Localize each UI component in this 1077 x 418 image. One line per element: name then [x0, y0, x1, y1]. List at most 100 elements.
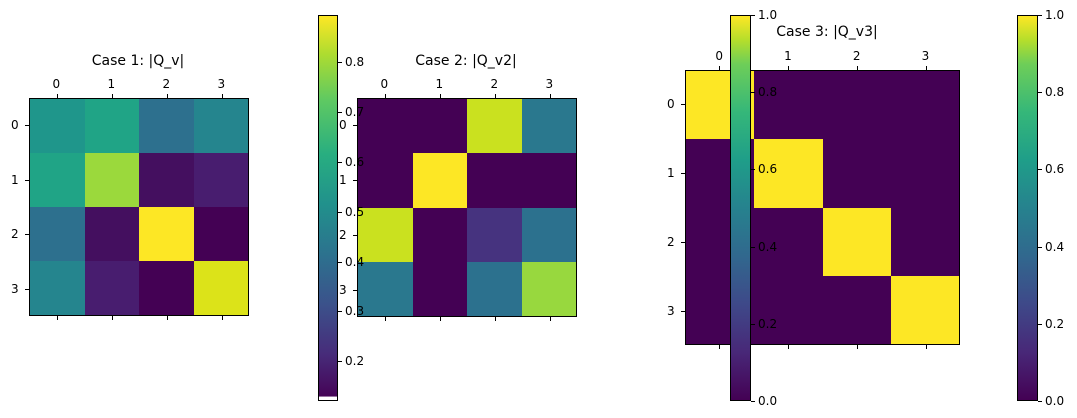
heatmap-cell	[193, 153, 248, 207]
colorbar-tick	[338, 311, 342, 313]
case1-title: Case 1: |Q_v|	[91, 53, 185, 69]
x-tick-top	[384, 94, 386, 98]
case3-heatmap	[685, 70, 960, 345]
y-tick-label: 1	[339, 173, 347, 188]
y-tick	[353, 180, 357, 182]
heatmap-cell	[467, 207, 522, 262]
heatmap-cell	[30, 261, 85, 315]
heatmap-cell	[358, 153, 413, 208]
y-tick	[681, 173, 685, 175]
x-tick-top	[788, 66, 790, 70]
heatmap-cell	[521, 261, 576, 316]
colorbar-tick-label: 0.4	[1045, 239, 1065, 254]
x-tick-label: 1	[435, 77, 444, 91]
colorbar-tick-label: 0.2	[345, 354, 365, 369]
x-tick-label: 1	[107, 77, 116, 91]
case3-colorbar	[1017, 15, 1038, 401]
y-tick-label: 0	[339, 118, 347, 133]
colorbar-tick-label: 1.0	[758, 8, 778, 22]
y-tick	[353, 125, 357, 127]
heatmap-cell	[139, 207, 194, 261]
x-tick-bottom	[856, 345, 858, 349]
x-tick-label: 3	[217, 77, 226, 91]
colorbar-tick-label: 0.4	[345, 254, 365, 269]
x-tick-bottom	[925, 345, 927, 349]
heatmap-cell	[30, 207, 85, 261]
x-tick-top	[494, 94, 496, 98]
heatmap-cell	[358, 207, 413, 262]
heatmap-cell	[754, 207, 823, 276]
heatmap-cell	[521, 153, 576, 208]
heatmap-cell	[890, 275, 959, 344]
x-tick-label: 1	[784, 49, 792, 63]
colorbar-tick	[338, 361, 342, 363]
heatmap-cell	[467, 99, 522, 154]
heatmap-cell	[822, 139, 891, 208]
heatmap-cell	[754, 71, 823, 140]
y-tick-label: 1	[667, 166, 675, 181]
case1-colorbar	[318, 15, 338, 401]
y-tick	[25, 179, 29, 181]
y-tick	[353, 289, 357, 291]
colorbar-tick-label: 0.2	[758, 316, 778, 331]
colorbar-tick	[338, 62, 342, 64]
x-tick-bottom	[788, 345, 790, 349]
x-tick-label: 3	[921, 49, 930, 63]
case2-title: Case 2: |Q_v2|	[415, 53, 517, 69]
x-tick-top	[111, 94, 113, 98]
case1-heatmap	[29, 98, 249, 316]
colorbar-tick-label: 0.0	[1045, 394, 1065, 408]
y-tick	[25, 125, 29, 127]
heatmap-cell	[890, 139, 959, 208]
y-tick	[25, 288, 29, 290]
y-tick-label: 3	[339, 282, 347, 297]
colorbar-tick-label: 0.4	[758, 239, 778, 254]
x-tick-label: 2	[162, 77, 171, 91]
x-tick-label: 0	[52, 77, 61, 91]
heatmap-cell	[358, 261, 413, 316]
heatmap-cell	[139, 261, 194, 315]
y-tick	[681, 310, 685, 312]
x-tick-bottom	[111, 316, 113, 320]
x-tick-top	[439, 94, 441, 98]
x-tick-top	[719, 66, 721, 70]
heatmap-cell	[84, 99, 139, 153]
y-tick-label: 3	[11, 281, 19, 296]
heatmap-cell	[822, 207, 891, 276]
colorbar-tick	[338, 161, 342, 163]
heatmap-cell	[412, 207, 467, 262]
heatmap-cell	[412, 153, 467, 208]
x-tick-label: 0	[715, 49, 724, 63]
heatmap-cell	[84, 207, 139, 261]
heatmap-cell	[30, 99, 85, 153]
x-tick-bottom	[166, 316, 168, 320]
case3-title: Case 3: |Q_v3|	[776, 24, 878, 40]
y-tick-label: 1	[11, 172, 19, 187]
x-tick-top	[221, 94, 223, 98]
x-tick-top	[856, 66, 858, 70]
heatmap-cell	[890, 71, 959, 140]
y-tick	[25, 234, 29, 236]
x-tick-top	[56, 94, 58, 98]
colorbar-tick	[1038, 323, 1042, 325]
y-tick-label: 2	[11, 227, 19, 242]
x-tick-bottom	[494, 317, 496, 321]
heatmap-cell	[193, 99, 248, 153]
heatmap-cell	[139, 153, 194, 207]
x-tick-bottom	[719, 345, 721, 349]
colorbar-tick	[1038, 401, 1042, 402]
case2-heatmap	[357, 98, 577, 317]
y-tick-label: 2	[667, 234, 675, 249]
heatmap-cell	[193, 207, 248, 261]
y-tick	[681, 241, 685, 243]
heatmap-cell	[754, 275, 823, 344]
heatmap-cell	[139, 99, 194, 153]
heatmap-cell	[193, 261, 248, 315]
case2-colorbar	[730, 15, 751, 401]
colorbar-tick	[338, 211, 342, 213]
colorbar-tick	[1038, 15, 1042, 16]
colorbar-tick-label: 0.2	[1045, 316, 1065, 331]
colorbar-tick-label: 0.6	[345, 154, 365, 169]
heatmap-cell	[84, 153, 139, 207]
heatmap-cell	[467, 153, 522, 208]
